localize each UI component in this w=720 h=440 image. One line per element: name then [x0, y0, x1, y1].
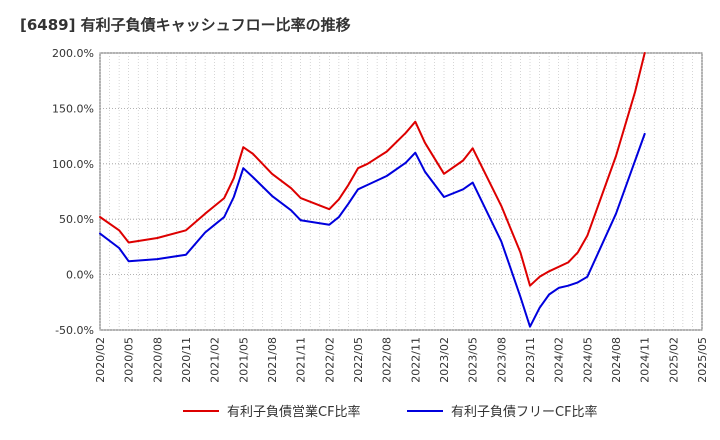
- legend-label-1: 有利子負債営業CF比率: [227, 404, 361, 420]
- x-tick-label: 2021/08: [266, 337, 279, 383]
- y-tick-label: 150.0%: [52, 102, 94, 115]
- x-tick-label: 2022/02: [323, 337, 336, 383]
- chart-title: [6489] 有利子負債キャッシュフロー比率の推移: [20, 16, 351, 34]
- series-line-1: [99, 52, 646, 287]
- x-tick-label: 2022/08: [381, 337, 394, 383]
- x-tick-label: 2024/05: [581, 337, 594, 383]
- x-tick-label: 2024/02: [553, 337, 566, 383]
- y-tick-label: 50.0%: [59, 213, 94, 226]
- x-tick-label: 2023/08: [495, 337, 508, 383]
- y-tick-label: 0.0%: [66, 269, 94, 282]
- y-tick-label: 100.0%: [52, 158, 94, 171]
- x-tick-label: 2025/02: [667, 337, 680, 383]
- x-tick-label: 2023/02: [438, 337, 451, 383]
- x-tick-label: 2021/05: [237, 337, 250, 383]
- plot-area: [99, 52, 703, 331]
- y-tick-label: -50.0%: [55, 324, 94, 337]
- x-tick-label: 2024/11: [639, 337, 652, 383]
- x-tick-label: 2023/11: [524, 337, 537, 383]
- x-tick-label: 2020/08: [151, 337, 164, 383]
- x-tick-label: 2021/02: [209, 337, 222, 383]
- x-tick-label: 2020/02: [94, 337, 107, 383]
- x-tick-label: 2023/05: [467, 337, 480, 383]
- series-line-2: [99, 132, 646, 328]
- x-tick-label: 2022/05: [352, 337, 365, 383]
- x-tick-label: 2025/05: [696, 337, 709, 383]
- y-tick-label: 200.0%: [52, 47, 94, 60]
- x-tick-label: 2021/11: [295, 337, 308, 383]
- legend-label-2: 有利子負債フリーCF比率: [451, 404, 598, 420]
- x-tick-label: 2020/05: [123, 337, 136, 383]
- x-tick-label: 2024/08: [610, 337, 623, 383]
- x-tick-label: 2022/11: [409, 337, 422, 383]
- x-tick-label: 2020/11: [180, 337, 193, 383]
